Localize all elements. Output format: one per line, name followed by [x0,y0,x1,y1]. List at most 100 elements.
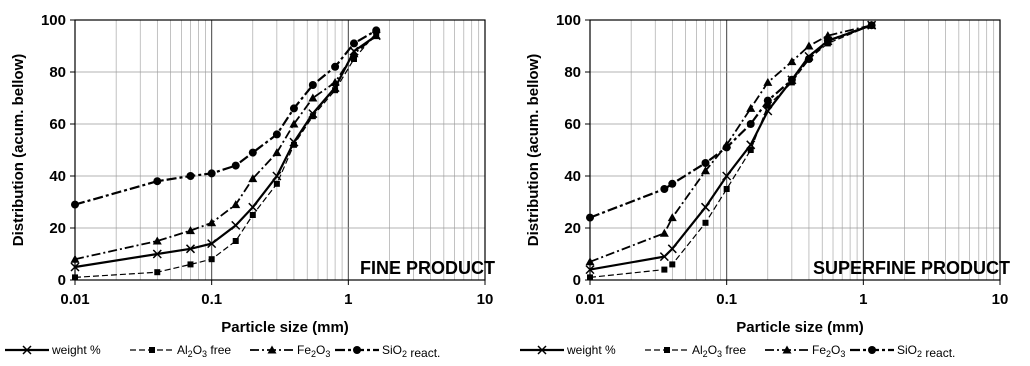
y-tick-label: 60 [564,116,581,133]
series-weight- [585,20,877,275]
superfine-product-chart: 0 20 40 60 80 100 0.01 0.1 1 10 Particle size (mm)… [520,12,1010,360]
data-point [867,21,876,30]
legend-item-al2o3: Al2O3 free [130,343,231,359]
series-fe2o3 [70,31,381,263]
data-point [249,212,256,218]
data-point [763,77,773,86]
data-point [661,266,668,273]
x-tick-label: 1 [344,291,352,308]
data-point [660,185,669,193]
y-axis-label: Distribution (acum. bellow) [525,54,542,247]
legend-label: Fe2O3 [812,343,845,359]
y-tick-label: 40 [49,168,66,185]
data-point [290,141,297,148]
series-sio2-react- [71,26,381,209]
data-point [747,147,754,153]
data-point [701,159,710,167]
data-point [72,274,78,281]
x-tick-label: 10 [992,291,1009,308]
legend-item-weight: weight % [520,343,616,357]
series-line [74,29,377,206]
y-tick-label: 0 [58,272,66,289]
data-point [787,75,796,84]
data-point [350,56,357,62]
legend: weight % Al2O3 free Fe2O3 SiO2 react. [520,343,955,360]
data-point [823,31,833,40]
data-point [349,39,358,48]
legend: weight % Al2O3 free Fe2O3 SiO2 react. [5,343,440,360]
data-point [289,119,299,128]
data-point [371,31,381,40]
data-point [289,104,298,113]
x-axis-label: Particle size (mm) [736,319,864,336]
series-line [589,24,872,271]
fine-product-panel: 0 20 40 60 80 100 0.01 0.1 1 10 Particle size (mm)… [5,12,495,360]
data-point [667,213,677,222]
x-tick-label: 0.1 [716,291,737,308]
legend-item-al2o3: Al2O3 free [645,343,746,359]
data-point [764,102,771,109]
data-point [152,236,162,245]
y-tick-label: 40 [564,168,581,185]
legend-item-fe2o3: Fe2O3 [250,343,330,359]
data-point [330,77,340,86]
data-point [185,226,195,235]
data-point [585,257,595,266]
data-point [331,62,340,71]
plot-frame [74,19,486,281]
legend-item-weight: weight % [5,343,101,357]
data-point [667,244,677,254]
data-point [231,220,241,230]
data-point [722,143,731,152]
series-line [589,24,872,219]
data-point [309,113,316,120]
data-point [232,238,239,244]
data-point [804,55,813,63]
data-point [763,96,772,105]
circle-marker-icon [868,346,876,354]
legend-label: Fe2O3 [297,343,330,359]
plot-frame [589,19,1001,281]
data-point [208,256,215,263]
y-tick-label: 100 [41,12,66,29]
data-point [585,265,595,275]
data-point [70,254,80,263]
data-point [723,186,730,192]
legend-label: weight % [51,343,101,357]
y-axis-label: Distribution (acum. bellow) [10,54,27,247]
series-line [74,32,377,278]
chart-annotation: SUPERFINE PRODUCT [813,258,1010,278]
series-line [74,34,377,261]
data-point [248,148,257,157]
grid [589,20,1001,280]
legend-label: weight % [566,343,616,357]
data-point [71,200,79,209]
data-point [787,57,797,66]
data-point [248,202,258,212]
data-point [153,177,162,186]
x-tick-label: 0.01 [575,291,604,308]
data-point [722,171,732,181]
data-point [207,218,217,227]
chart-annotation: FINE PRODUCT [360,258,495,278]
y-tick-label: 60 [49,116,66,133]
data-point [659,228,669,237]
data-point [272,148,282,157]
data-point [700,202,711,212]
series-line [589,24,872,263]
data-point [70,262,80,272]
data-point [187,261,194,268]
data-point [668,179,677,188]
y-tick-label: 80 [49,64,66,81]
data-point [702,219,709,226]
grid [74,20,486,280]
square-marker-icon [149,347,155,353]
data-point [231,200,241,209]
data-point [207,169,216,178]
data-point [746,120,755,128]
data-point [152,249,162,259]
data-point [207,239,217,249]
x-tick-label: 0.1 [201,291,222,308]
x-tick-label: 1 [859,291,867,308]
legend-label: SiO2 react. [382,343,440,360]
